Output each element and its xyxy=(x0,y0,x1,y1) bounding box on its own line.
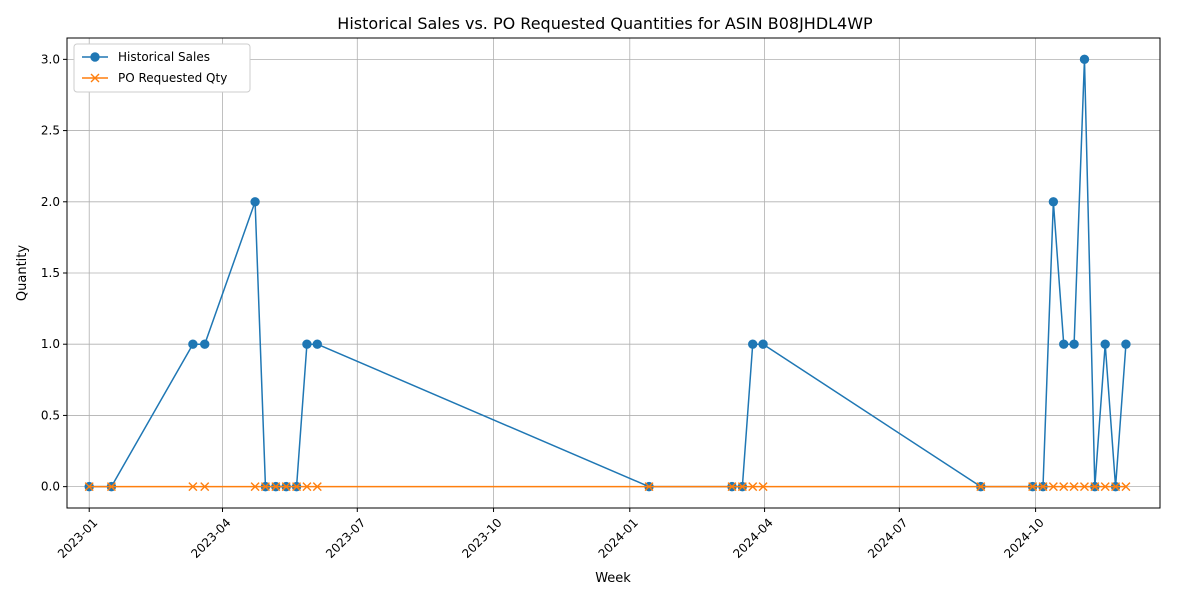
historical-sales-point xyxy=(1048,197,1059,207)
po-requested-qty-point xyxy=(250,482,260,492)
po-requested-qty-point xyxy=(292,482,302,492)
legend: Historical Sales PO Requested Qty xyxy=(73,43,251,93)
po-requested-qty-point xyxy=(302,482,312,492)
legend-item: PO Requested Qty xyxy=(82,71,227,85)
po-requested-qty-point xyxy=(1059,482,1069,492)
x-axis-label: Week xyxy=(595,571,631,586)
x-tick-label: 2024-07 xyxy=(865,516,910,561)
y-tick-label: 2.0 xyxy=(41,195,60,209)
historical-sales-point xyxy=(302,339,312,349)
po-requested-qty-point xyxy=(1048,482,1058,492)
legend-marker xyxy=(90,73,100,83)
po-requested-qty-point xyxy=(727,482,737,492)
x-tick-label: 2024-04 xyxy=(730,516,775,561)
po-requested-qty-point xyxy=(976,482,986,492)
historical-sales-point xyxy=(312,339,322,349)
po-requested-qty-point xyxy=(260,482,270,492)
historical-sales-point xyxy=(250,197,260,207)
po-requested-qty-point xyxy=(644,482,654,492)
y-tick-label: 0.0 xyxy=(41,480,60,494)
historical-sales-point xyxy=(1059,339,1069,349)
x-tick-label: 2023-04 xyxy=(188,516,233,561)
po-requested-qty-point xyxy=(1121,482,1131,492)
chart-title: Historical Sales vs. PO Requested Quanti… xyxy=(337,14,873,33)
historical-sales-point xyxy=(188,339,198,349)
po-requested-qty-point xyxy=(1090,482,1100,492)
historical-sales-point xyxy=(1069,339,1079,349)
historical-sales-point xyxy=(200,339,210,349)
series-layer xyxy=(84,54,1131,492)
po-requested-qty-point xyxy=(1028,482,1038,492)
x-tick-label: 2023-07 xyxy=(323,516,368,561)
po-requested-qty-point xyxy=(84,482,94,492)
po-requested-qty-point xyxy=(737,482,747,492)
grid-layer xyxy=(67,38,1160,508)
po-requested-qty-point xyxy=(200,482,210,492)
legend-label: PO Requested Qty xyxy=(118,71,227,85)
legend-item: Historical Sales xyxy=(82,50,210,64)
x-tick-label: 2024-10 xyxy=(1001,516,1046,561)
legend-box xyxy=(73,43,251,93)
po-requested-qty-point xyxy=(1038,482,1048,492)
y-tick-label: 3.0 xyxy=(41,52,60,66)
y-tick-label: 1.5 xyxy=(41,266,60,280)
y-tick-label: 2.5 xyxy=(41,124,60,138)
legend-label: Historical Sales xyxy=(118,50,210,64)
po-requested-qty-point xyxy=(1100,482,1110,492)
x-tick-label: 2024-01 xyxy=(596,516,641,561)
y-tick-label: 1.0 xyxy=(41,337,60,351)
legend-marker xyxy=(90,52,100,62)
po-requested-qty-point xyxy=(281,482,291,492)
y-axis-label: Quantity xyxy=(15,245,30,301)
po-requested-qty-point xyxy=(271,482,281,492)
historical-sales-point xyxy=(1100,339,1110,349)
po-requested-qty-point xyxy=(106,482,116,492)
historical-sales-point xyxy=(1121,339,1131,349)
po-requested-qty-point xyxy=(1069,482,1079,492)
po-requested-qty-point xyxy=(188,482,198,492)
historical-sales-point xyxy=(748,339,758,349)
x-tick-label: 2023-01 xyxy=(55,516,100,561)
y-tick-label: 0.5 xyxy=(41,408,60,422)
po-requested-qty-point xyxy=(1079,482,1089,492)
historical-sales-point xyxy=(1079,54,1090,65)
po-requested-qty-series xyxy=(84,482,1131,492)
po-requested-qty-point xyxy=(748,482,758,492)
historical-sales-point xyxy=(758,339,768,349)
po-requested-qty-point xyxy=(1111,482,1121,492)
x-tick-label: 2023-10 xyxy=(459,516,504,561)
po-requested-qty-point xyxy=(758,482,768,492)
po-requested-qty-point xyxy=(312,482,322,492)
